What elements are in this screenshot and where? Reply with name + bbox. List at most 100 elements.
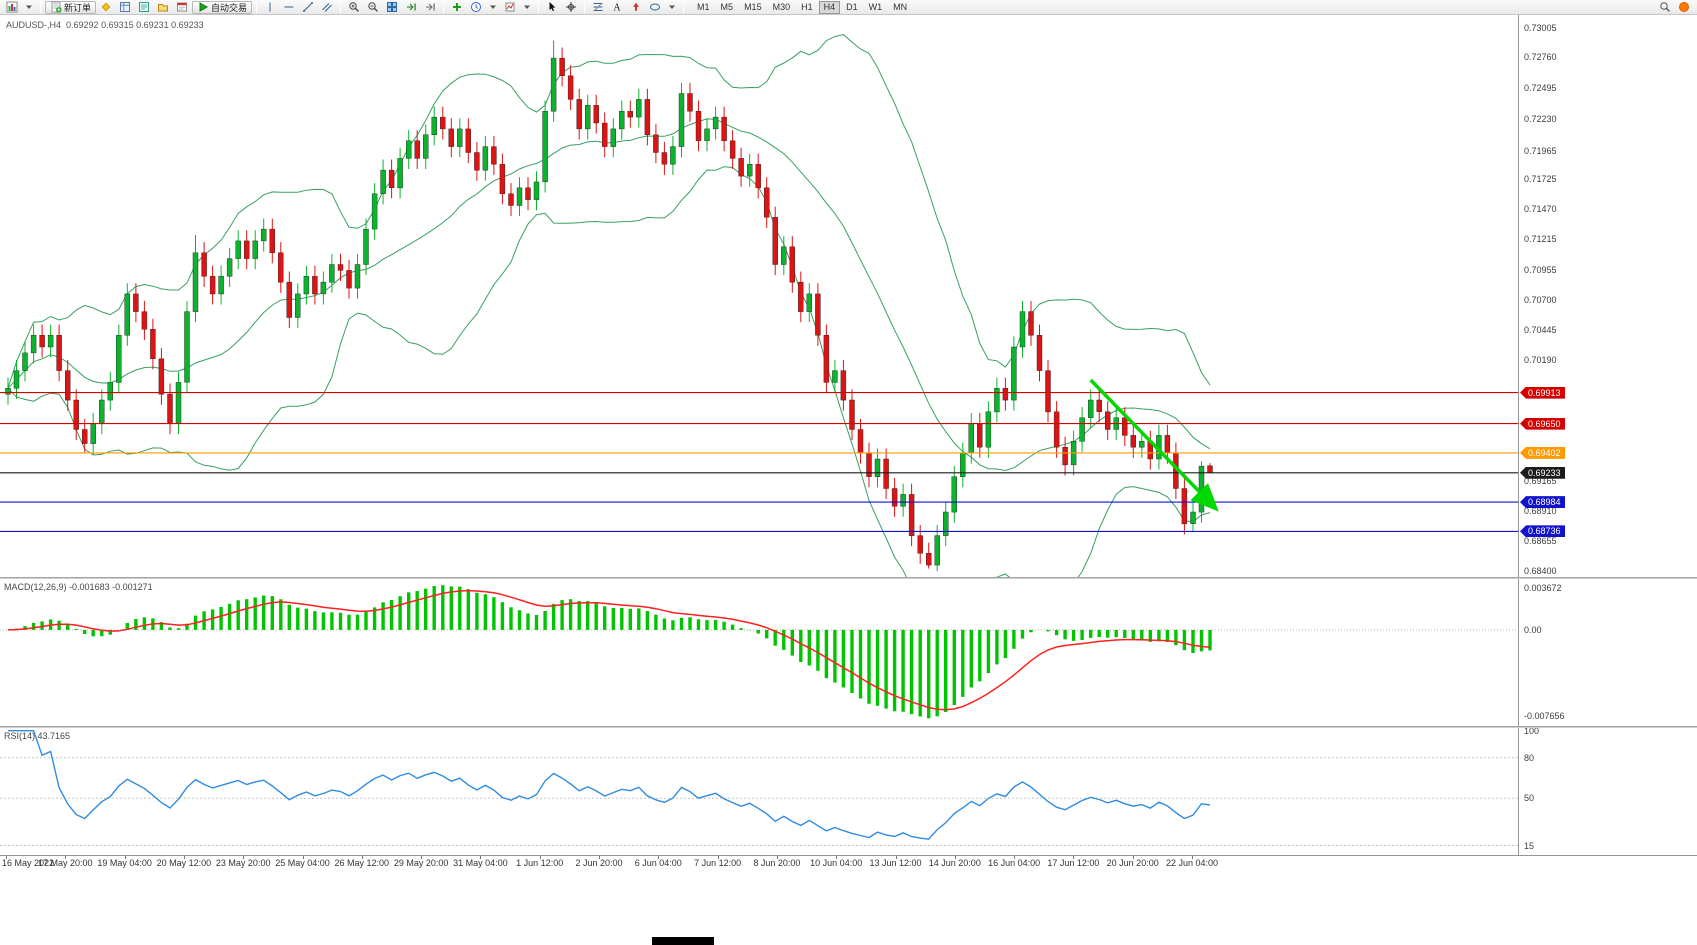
navigator-icon[interactable] [154, 1, 172, 14]
time-label: 7 Jun 12:00 [694, 858, 742, 868]
svg-text:A: A [613, 3, 621, 14]
rsi-axis-label: 100 [1524, 725, 1540, 736]
macd-axis-label: 0.003672 [1524, 583, 1562, 594]
price-tick: 0.71215 [1524, 234, 1557, 245]
crosshair-icon[interactable] [562, 1, 580, 14]
toolbar-separator [443, 1, 445, 13]
tile-windows-icon[interactable] [383, 1, 401, 14]
trendline-icon[interactable] [299, 1, 317, 14]
chart-shift-icon[interactable] [421, 1, 439, 14]
time-tick [124, 856, 126, 859]
price-tick: 0.71725 [1524, 173, 1557, 184]
text-tool-icon[interactable]: A [608, 1, 626, 14]
periods-icon[interactable] [467, 1, 485, 14]
time-tick [539, 856, 541, 859]
macd-panel-splitter[interactable] [0, 577, 1697, 579]
favorites-icon[interactable] [97, 1, 115, 14]
timeframe-m15[interactable]: M15 [744, 2, 762, 12]
terminal-icon[interactable] [173, 1, 191, 14]
toolbar-separator [256, 1, 258, 13]
channel-icon[interactable] [318, 1, 336, 14]
price-tick: 0.72495 [1524, 83, 1557, 94]
timeframe-m5[interactable]: M5 [720, 2, 734, 12]
macd-label: MACD(12,26,9) -0.001683 -0.001271 [4, 582, 153, 592]
time-label: 25 May 04:00 [275, 858, 330, 868]
timeframe-m1[interactable]: M1 [697, 2, 710, 12]
rsi-axis-label: 15 [1524, 840, 1535, 851]
time-label: 19 May 04:00 [97, 858, 152, 868]
indicators-icon[interactable] [448, 1, 466, 14]
fibonacci-icon[interactable] [589, 1, 607, 14]
zoom-out-icon[interactable] [364, 1, 382, 14]
price-tick: 0.68400 [1524, 565, 1557, 576]
time-tick [1132, 856, 1134, 859]
timeframe-w1[interactable]: W1 [868, 2, 883, 12]
time-tick [776, 856, 778, 859]
new-order-label: 新订单 [64, 2, 92, 13]
price-tick: 0.68910 [1524, 505, 1557, 516]
timeframe-d1[interactable]: D1 [846, 2, 858, 12]
time-label: 31 May 04:00 [453, 858, 508, 868]
zoom-in-icon[interactable] [345, 1, 363, 14]
time-label: 16 May 2022 [2, 858, 55, 868]
autoscroll-icon[interactable] [402, 1, 420, 14]
market-watch-icon[interactable] [116, 1, 134, 14]
templates-caret-icon[interactable] [520, 1, 534, 14]
time-label: 10 Jun 04:00 [810, 858, 863, 868]
rsi-panel-splitter[interactable] [0, 726, 1697, 728]
macd-indicator-plot[interactable] [0, 579, 1518, 726]
time-tick [895, 856, 897, 859]
rsi-axis-label: 80 [1524, 752, 1535, 763]
time-tick [717, 856, 719, 859]
time-axis[interactable]: 16 May 2022 17 May 20:00 19 May 04:00 20 Ma… [0, 855, 1697, 869]
time-label: 22 Jun 04:00 [1165, 858, 1219, 868]
time-tick [836, 856, 838, 859]
price-tick: 0.70445 [1524, 324, 1557, 335]
horizontal-line-icon[interactable] [280, 1, 298, 14]
price-tick: 0.71470 [1524, 204, 1557, 215]
time-tick [954, 856, 956, 859]
new-chart-icon[interactable] [3, 1, 21, 14]
toolbar-right-group [1656, 1, 1694, 14]
time-label: 6 Jun 04:00 [634, 858, 682, 868]
main-chart-plot[interactable] [0, 15, 1518, 577]
price-axis[interactable]: 0.73005 0.72760 0.72495 0.72230 0.71965 0.717… [1518, 15, 1697, 855]
chart-type-caret-icon[interactable] [22, 1, 36, 14]
periods-caret-icon[interactable] [486, 1, 500, 14]
price-tick: 0.72760 [1524, 51, 1557, 62]
rsi-axis-label: 50 [1524, 793, 1535, 804]
time-tick [361, 856, 363, 859]
time-label: 17 Jun 12:00 [1047, 858, 1100, 868]
autotrading-button[interactable]: 自动交易 [192, 0, 253, 14]
time-tick [302, 856, 304, 859]
price-tick: 0.70190 [1524, 354, 1557, 365]
time-label: 14 Jun 20:00 [928, 858, 981, 868]
price-tick: 0.73005 [1524, 23, 1557, 34]
time-label: 17 May 20:00 [38, 858, 93, 868]
shapes-icon[interactable] [646, 1, 664, 14]
new-order-button[interactable]: 新订单 [45, 0, 97, 14]
time-tick [480, 856, 482, 859]
toolbar-separator [584, 1, 586, 13]
templates-icon[interactable] [501, 1, 519, 14]
price-line-label: 0.68736 [1520, 525, 1565, 538]
shapes-caret-icon[interactable] [665, 1, 679, 14]
timeframe-mn[interactable]: MN [893, 2, 908, 12]
arrow-objects-icon[interactable] [627, 1, 645, 14]
timeframe-toolbar: M1 M5 M15 M30 H1 H4 D1 W1 MN [692, 0, 912, 14]
timeframe-m30[interactable]: M30 [772, 2, 791, 12]
time-label: 29 May 20:00 [393, 858, 449, 868]
cursor-icon[interactable] [543, 1, 561, 14]
price-line-label: 0.68984 [1520, 496, 1565, 509]
rsi-indicator-plot[interactable] [0, 728, 1518, 855]
timeframe-h4[interactable]: H4 [818, 0, 841, 14]
time-tick [6, 856, 7, 859]
timeframe-h1[interactable]: H1 [801, 2, 813, 12]
search-icon[interactable] [1656, 1, 1674, 14]
data-window-icon[interactable] [135, 1, 153, 14]
vertical-line-icon[interactable] [261, 1, 279, 14]
time-label: 1 Jun 12:00 [516, 858, 564, 868]
notification-badge[interactable] [1679, 2, 1689, 12]
price-tick: 0.70955 [1524, 264, 1557, 275]
